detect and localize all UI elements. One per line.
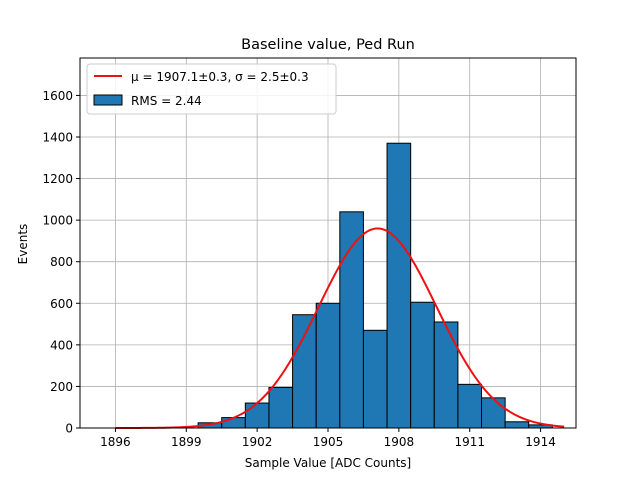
y-tick-label: 400 <box>50 338 73 352</box>
histogram-bar <box>315 302 341 429</box>
x-tick-label: 1902 <box>242 435 273 449</box>
x-tick-label: 1911 <box>454 435 485 449</box>
chart-title: Baseline value, Ped Run <box>241 37 415 53</box>
x-tick-label: 1899 <box>171 435 202 449</box>
histogram-bar <box>504 421 530 429</box>
histogram-bar <box>386 142 412 429</box>
histogram-bars <box>197 142 553 429</box>
x-tick-label: 1905 <box>313 435 344 449</box>
legend-fit-label: μ = 1907.1±0.3, σ = 2.5±0.3 <box>131 70 309 84</box>
x-axis-label: Sample Value [ADC Counts] <box>245 456 411 470</box>
histogram-bar <box>244 402 270 429</box>
histogram-bar <box>481 397 506 429</box>
histogram-bar <box>457 383 483 429</box>
histogram-bar <box>221 417 246 429</box>
legend: μ = 1907.1±0.3, σ = 2.5±0.3 RMS = 2.44 <box>86 63 337 115</box>
y-tick-label: 1400 <box>42 130 73 144</box>
histogram-bar <box>410 301 435 429</box>
y-tick-label: 600 <box>50 297 73 311</box>
histogram-bar <box>339 211 364 429</box>
fit-curve <box>115 227 565 429</box>
x-tick-label: 1896 <box>100 435 131 449</box>
y-tick-label: 1200 <box>42 172 73 186</box>
y-axis-label: Events <box>16 224 30 265</box>
x-tick-label: 1908 <box>384 435 415 449</box>
histogram-bar <box>292 314 317 429</box>
histogram-bar <box>433 321 459 429</box>
legend-histogram-label: RMS = 2.44 <box>131 94 202 108</box>
y-tick-label: 800 <box>50 255 73 269</box>
y-tick-label: 0 <box>65 422 73 436</box>
legend-histogram-swatch <box>93 94 123 106</box>
histogram-bar <box>268 386 294 429</box>
x-axis-ticks: 1896 1899 1902 1905 1908 1911 1914 <box>100 428 556 449</box>
y-tick-label: 200 <box>50 380 73 394</box>
histogram-bar <box>362 329 388 429</box>
y-tick-label: 1000 <box>42 214 73 228</box>
y-tick-label: 1600 <box>42 89 73 103</box>
x-tick-label: 1914 <box>525 435 556 449</box>
y-axis-ticks: 0 200 400 600 800 1000 1200 1400 1600 <box>42 89 80 436</box>
legend-box <box>86 63 337 115</box>
